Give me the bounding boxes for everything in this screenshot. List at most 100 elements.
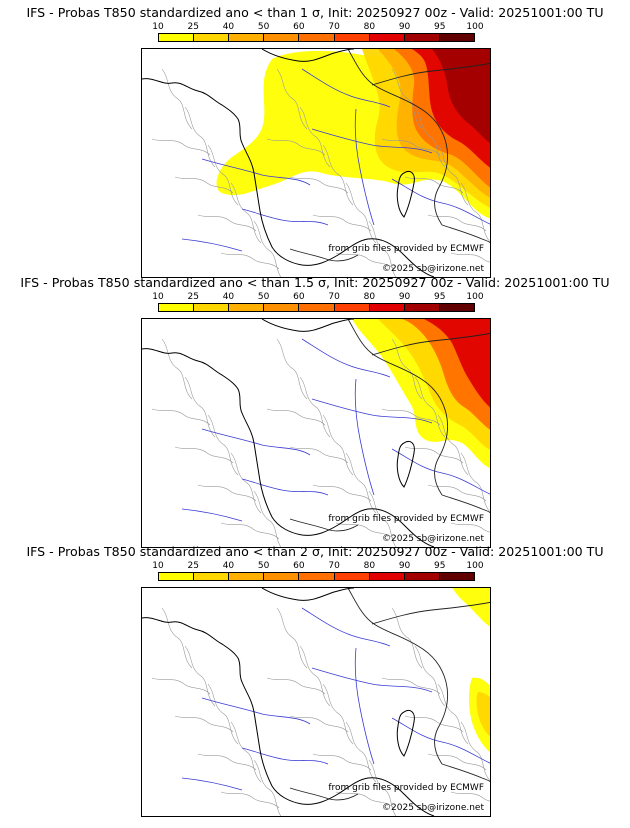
department-boundary — [414, 106, 446, 168]
department-boundary — [460, 452, 490, 513]
department-boundary — [276, 338, 308, 400]
country-border — [371, 332, 490, 356]
river — [354, 378, 375, 496]
source-credit: from grib files provided by ECMWF — [328, 244, 484, 254]
coastline — [142, 78, 435, 277]
river — [181, 777, 243, 791]
colorbar-tick-label: 100 — [466, 561, 484, 571]
colorbar-segment — [194, 34, 230, 41]
colorbar-segment — [334, 34, 370, 41]
coastline — [142, 348, 435, 547]
colorbar-segment — [194, 573, 230, 580]
river — [241, 478, 329, 496]
department-boundary — [450, 252, 490, 263]
country-border — [347, 49, 449, 226]
colorbar-segment — [299, 573, 335, 580]
colorbar-tick-label: 10 — [152, 292, 164, 302]
department-boundary — [414, 376, 446, 438]
colorbar-tick-label: 95 — [434, 22, 446, 32]
map-panel-1: IFS - Probas T850 standardized ano < tha… — [0, 5, 630, 278]
department-boundary — [289, 176, 349, 194]
river — [391, 448, 490, 495]
department-boundary — [345, 182, 377, 244]
colorbar-segment — [229, 304, 265, 311]
river — [311, 398, 433, 424]
river — [241, 208, 329, 226]
colorbar-tick-label: 50 — [257, 22, 270, 32]
department-boundary — [161, 68, 193, 130]
department-boundary — [151, 138, 211, 156]
colorbar-segment — [159, 304, 195, 311]
island-coastline — [396, 170, 415, 218]
colorbar — [158, 572, 475, 581]
river — [181, 238, 243, 252]
department-boundary — [289, 446, 349, 464]
department-boundary — [207, 144, 239, 206]
coastline — [261, 588, 355, 601]
department-boundary — [381, 138, 441, 156]
department-boundary — [368, 220, 397, 277]
river — [311, 667, 433, 693]
department-boundary — [460, 182, 490, 243]
colorbar — [158, 33, 475, 42]
department-boundary — [381, 677, 441, 695]
panel-title: IFS - Probas T850 standardized ano < tha… — [26, 544, 604, 559]
colorbar-segment — [264, 34, 300, 41]
department-boundary — [230, 721, 262, 783]
colorbar-tick-label: 100 — [466, 292, 484, 302]
map-panel-2: IFS - Probas T850 standardized ano < tha… — [0, 275, 630, 548]
colorbar-tick-label: 70 — [328, 22, 340, 32]
department-boundary — [450, 522, 490, 533]
colorbar-tick-label: 80 — [363, 561, 376, 571]
colorbar-ticks: 10 25 40 50 60 70 80 90 95 100 — [152, 561, 483, 572]
colorbar-tick-label: 90 — [398, 22, 411, 32]
probability-area — [432, 49, 490, 144]
department-boundary — [299, 106, 331, 168]
probability-area — [476, 692, 490, 737]
colorbar-tick-label: 10 — [152, 22, 164, 32]
colorbar-tick-label: 60 — [293, 561, 305, 571]
department-boundary — [220, 522, 280, 540]
river — [301, 607, 391, 647]
country-border — [441, 224, 490, 244]
river — [391, 717, 490, 764]
map-background — [142, 588, 490, 816]
department-boundary — [230, 182, 262, 244]
department-boundary — [312, 753, 372, 771]
country-border — [441, 763, 490, 783]
river — [201, 158, 311, 186]
country-border — [289, 518, 359, 532]
probability-map: from grib files provided by ECMWF ©2025 … — [141, 318, 491, 548]
map-svg — [142, 49, 490, 277]
department-boundary — [174, 446, 234, 464]
department-boundary — [184, 106, 216, 168]
colorbar-segment — [439, 304, 474, 311]
department-boundary — [197, 484, 257, 502]
probability-area — [424, 319, 490, 408]
department-boundary — [230, 452, 262, 514]
country-border — [289, 248, 359, 262]
copyright-credit: ©2025 sb@irizone.net — [382, 264, 484, 274]
department-boundary — [276, 68, 308, 130]
colorbar-segment — [229, 573, 265, 580]
department-boundary — [368, 490, 397, 547]
river — [391, 178, 490, 225]
colorbar-tick-label: 80 — [363, 292, 376, 302]
river — [201, 697, 311, 725]
department-boundary — [151, 408, 211, 426]
colorbar-segment — [404, 573, 440, 580]
colorbar-ticks: 10 25 40 50 60 70 80 90 95 100 — [152, 292, 483, 303]
colorbar-segment — [264, 573, 300, 580]
colorbar — [158, 303, 475, 312]
department-boundary — [161, 338, 193, 400]
department-boundary — [220, 791, 280, 809]
colorbar-segment — [299, 304, 335, 311]
colorbar-tick-label: 80 — [363, 22, 376, 32]
department-boundary — [289, 715, 349, 733]
river — [301, 68, 391, 108]
colorbar-tick-label: 90 — [398, 561, 411, 571]
colorbar-tick-label: 70 — [328, 292, 340, 302]
colorbar-tick-label: 60 — [293, 22, 305, 32]
department-boundary — [345, 452, 377, 514]
probability-map: from grib files provided by ECMWF ©2025 … — [141, 587, 491, 817]
